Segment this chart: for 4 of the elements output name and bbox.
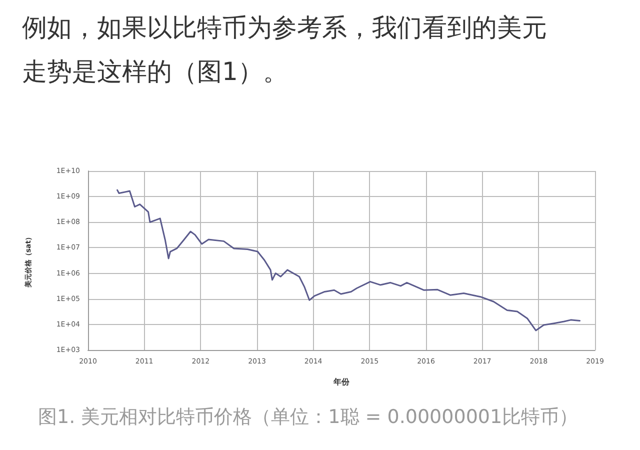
caption: 图1. 美元相对比特币价格（单位：1聪 = 0.00000001比特币）: [38, 405, 580, 430]
line-series: [116, 189, 581, 332]
chart-title: 例如，如果以比特币为参考系，我们看到的美元走势是这样的（图1）。: [22, 12, 548, 88]
x-axis-title: 年份: [332, 378, 350, 386]
